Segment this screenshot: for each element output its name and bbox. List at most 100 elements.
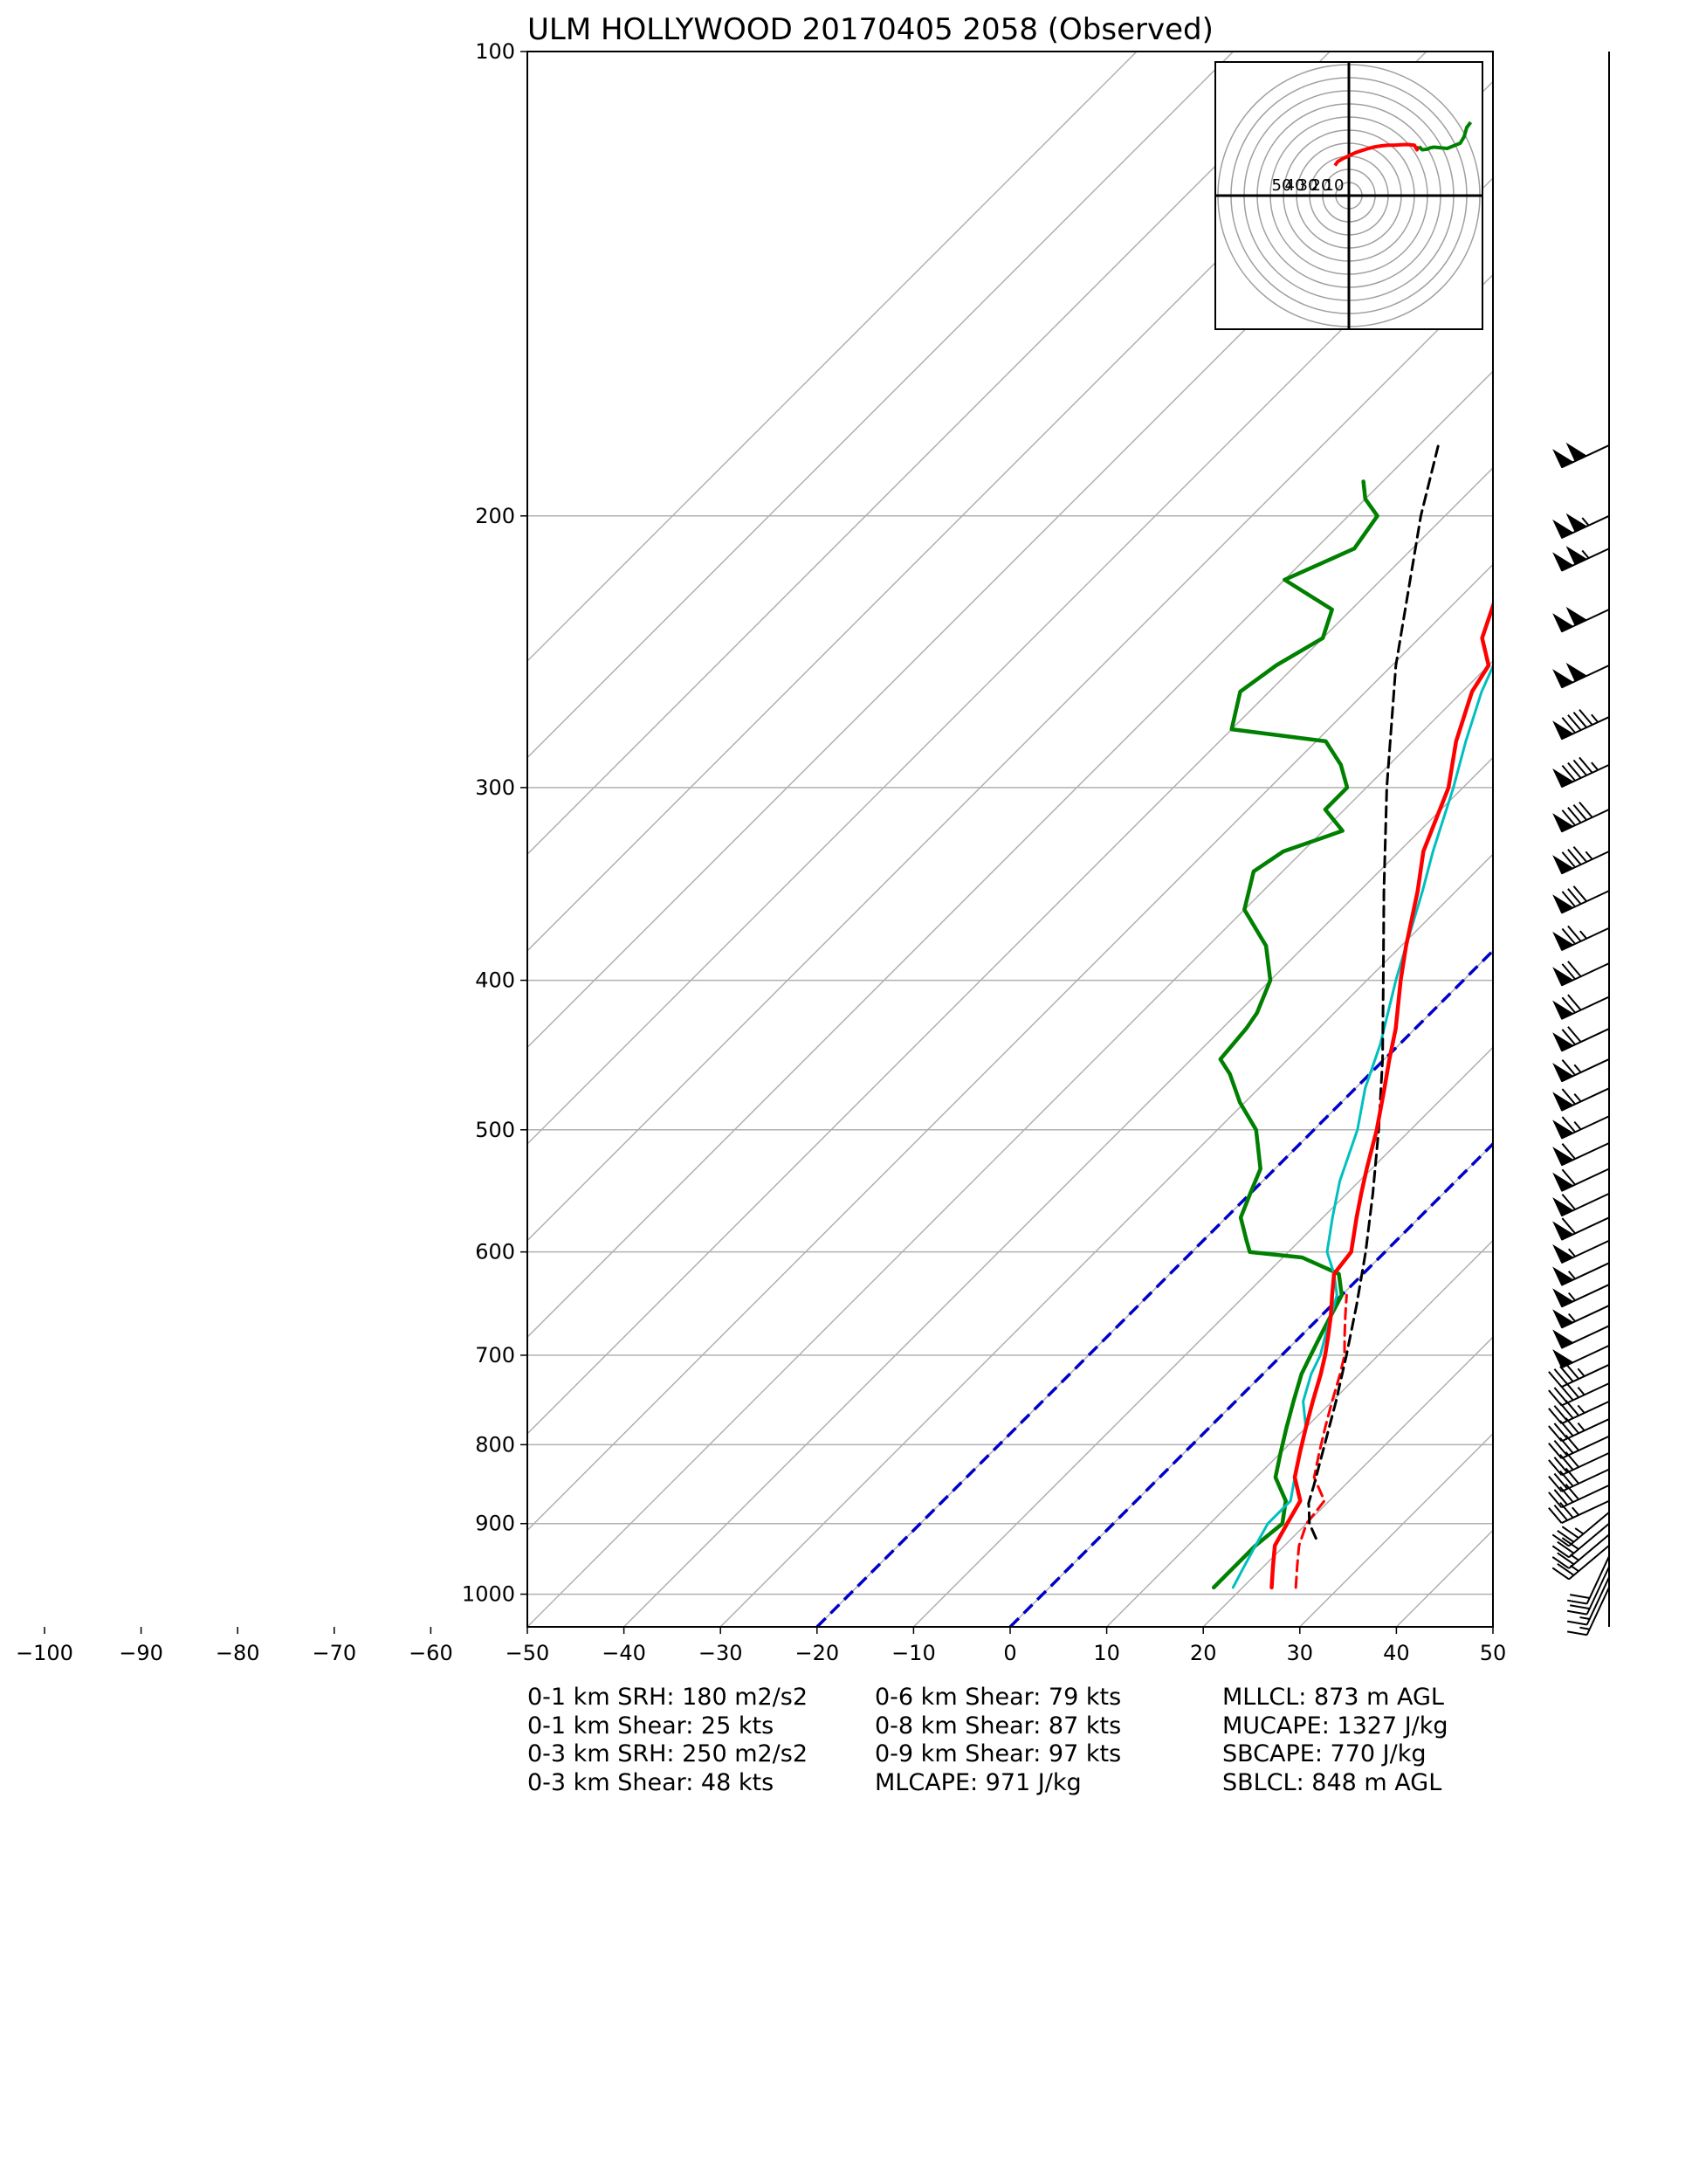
virtual-temperature-profile-line xyxy=(1294,1293,1348,1589)
isotherm-gridline xyxy=(623,756,1493,1627)
dewpoint-profile-line xyxy=(1211,479,1379,1590)
highlighted-isotherm-line xyxy=(1008,1141,1493,1627)
stat-0-6km-shear: 0-6 km Shear: 79 kts xyxy=(875,1684,1122,1711)
y-tick-label: 500 xyxy=(475,1118,515,1142)
wind-barb xyxy=(1552,1239,1610,1264)
wind-barb-full-tick xyxy=(1551,1556,1570,1569)
isotherm-gridline xyxy=(527,466,1493,1435)
wind-barb-full-tick xyxy=(1561,1059,1576,1076)
wind-barb xyxy=(1552,961,1610,987)
wind-barb xyxy=(1552,1192,1610,1217)
wind-barb-flag xyxy=(1552,1120,1574,1140)
y-tick-label: 800 xyxy=(475,1432,515,1457)
wind-barb-full-tick xyxy=(1559,1486,1574,1503)
wind-barb-flag xyxy=(1552,1063,1574,1082)
wind-barb xyxy=(1552,1087,1610,1112)
x-tick-label: 30 xyxy=(1287,1641,1314,1665)
isotherm-gridline xyxy=(1590,52,1699,1627)
wind-barb-half-tick xyxy=(1585,851,1593,860)
wind-barb xyxy=(1548,1381,1610,1407)
isotherm-gridline xyxy=(527,659,1493,1627)
x-tick-label: −70 xyxy=(312,1641,356,1665)
wind-barb-flag xyxy=(1552,855,1574,874)
wind-barb-full-tick xyxy=(1561,1168,1576,1186)
x-tick-label: 0 xyxy=(1003,1641,1016,1665)
wind-barb-flag xyxy=(1552,669,1574,688)
wind-barb-full-tick xyxy=(1561,1193,1576,1210)
wind-barb-half-tick xyxy=(1577,1386,1586,1395)
wind-barb xyxy=(1552,662,1610,689)
wind-barb-flag xyxy=(1552,768,1574,788)
isotherm-gridline xyxy=(1106,1239,1493,1627)
wind-barb xyxy=(1566,1576,1610,1626)
x-tick-label: −60 xyxy=(409,1641,453,1665)
wind-barb-full-tick xyxy=(1561,1029,1576,1045)
wind-barb-full-tick xyxy=(1553,1439,1568,1457)
wind-barb-full-tick xyxy=(1570,1594,1590,1600)
wind-barb-full-tick xyxy=(1559,1366,1574,1382)
wind-barb-half-tick xyxy=(1581,517,1590,527)
wind-barb-half-tick xyxy=(1574,1527,1585,1535)
wind-barb-full-tick xyxy=(1553,1504,1568,1521)
wind-barb-half-tick xyxy=(1567,1312,1576,1322)
wind-barb xyxy=(1552,994,1610,1020)
wind-barb-full-tick xyxy=(1561,1217,1576,1235)
wind-barb-full-tick xyxy=(1551,1567,1570,1581)
wind-barb-flag xyxy=(1552,1244,1574,1264)
wind-barb xyxy=(1552,546,1610,572)
wind-barb-full-tick xyxy=(1553,1368,1568,1385)
hodograph-trace-upper xyxy=(1417,121,1473,152)
wind-barb-flag xyxy=(1552,1032,1574,1052)
wind-barb-full-tick xyxy=(1548,1389,1563,1407)
stat-0-3km-srh: 0-3 km SRH: 250 m2/s2 xyxy=(527,1740,808,1767)
wind-barb-full-tick xyxy=(1561,996,1576,1014)
wind-barb-flag xyxy=(1552,1329,1574,1349)
wind-barb-full-tick xyxy=(1548,1408,1563,1424)
wind-barb-half-tick xyxy=(1579,1616,1590,1620)
wind-barb xyxy=(1566,1587,1610,1636)
wind-barb-full-tick xyxy=(1566,1630,1587,1636)
wind-barb-full-tick xyxy=(1579,801,1593,818)
wind-barb-full-tick xyxy=(1553,1472,1568,1490)
stats-column-shear-srh: 0-1 km SRH: 180 m2/s2 0-1 km Shear: 25 k… xyxy=(527,1684,808,1797)
wind-barb-full-tick xyxy=(1561,1537,1579,1550)
stat-0-9km-shear: 0-9 km Shear: 97 kts xyxy=(875,1740,1122,1767)
stat-0-8km-shear: 0-8 km Shear: 87 kts xyxy=(875,1712,1122,1740)
y-tick-label: 300 xyxy=(475,775,515,800)
wind-barb xyxy=(1552,1216,1610,1241)
wind-barb-flag xyxy=(1552,1000,1574,1020)
wind-barb xyxy=(1552,1262,1610,1286)
wind-barb-full-tick xyxy=(1570,1604,1590,1610)
wind-barb-full-tick xyxy=(1567,714,1582,731)
sounding-traces xyxy=(1211,444,1493,1590)
wind-barb-full-tick xyxy=(1565,1467,1579,1485)
isotherm-gridline xyxy=(527,52,1138,663)
wind-barb-half-tick xyxy=(1572,1506,1579,1516)
wind-barb-full-tick xyxy=(1561,810,1576,826)
wind-barb-full-tick xyxy=(1548,1475,1563,1492)
chart-title: ULM HOLLYWOOD 20170405 2058 (Observed) xyxy=(527,12,1214,47)
wind-barb-full-tick xyxy=(1561,1526,1579,1539)
wind-barb-flag xyxy=(1552,967,1574,987)
wind-barb-staff xyxy=(1561,1451,1610,1477)
wind-barb xyxy=(1552,756,1610,789)
hodograph-axes xyxy=(1215,62,1482,329)
wind-barb xyxy=(1551,1512,1610,1547)
wind-barb-staff xyxy=(1586,1576,1610,1625)
wind-barb xyxy=(1552,1142,1610,1167)
wind-barb-full-tick xyxy=(1551,1545,1570,1559)
wind-barb xyxy=(1566,1566,1610,1616)
wind-barb xyxy=(1552,442,1610,469)
wind-barb-full-tick xyxy=(1567,888,1582,905)
wind-barb-half-tick xyxy=(1581,549,1590,559)
wind-barb-full-tick xyxy=(1572,804,1587,821)
stat-0-1km-shear: 0-1 km Shear: 25 kts xyxy=(527,1712,774,1740)
y-tick-label: 600 xyxy=(475,1240,515,1264)
wind-barb-full-tick xyxy=(1557,1529,1575,1543)
wind-barb-full-tick xyxy=(1561,851,1576,868)
hodograph-trace-lower xyxy=(1333,142,1420,167)
wind-barb xyxy=(1552,1344,1610,1369)
wind-barb-half-tick xyxy=(1577,1404,1586,1414)
wind-barb-full-tick xyxy=(1561,764,1576,782)
wind-barb xyxy=(1566,1555,1610,1605)
